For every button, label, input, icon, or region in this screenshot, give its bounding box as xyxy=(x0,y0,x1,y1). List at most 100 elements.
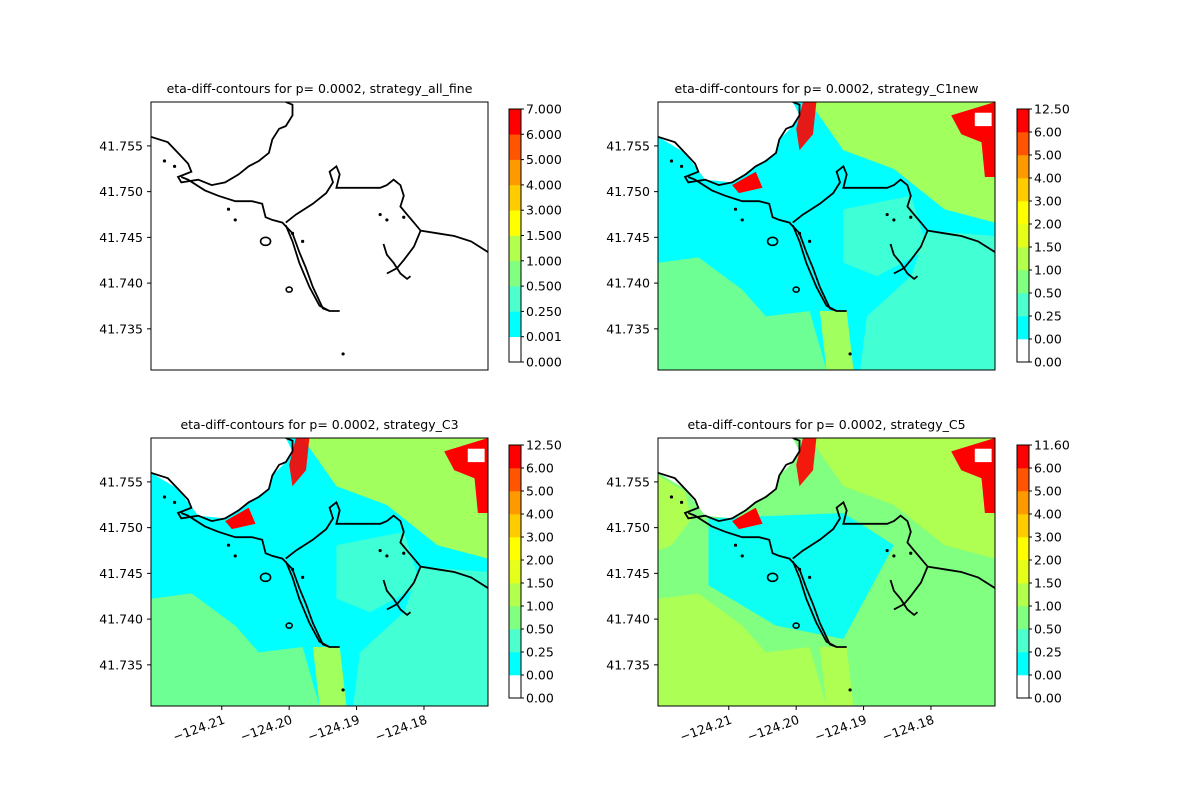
contour-fill-region xyxy=(860,230,995,370)
island-dot xyxy=(402,215,406,219)
island-ring xyxy=(792,286,800,293)
island-dot xyxy=(909,551,913,555)
contour-fill-region xyxy=(860,566,995,706)
island-ring xyxy=(259,236,272,247)
subplot-title: eta-diff-contours for p= 0.0002, strateg… xyxy=(675,81,979,96)
colorbar-tick-label: 4.000 xyxy=(526,177,562,192)
colorbar-tick-label: 12.50 xyxy=(526,438,562,453)
coastline xyxy=(180,176,340,312)
colorbar-tick-label: 0.00 xyxy=(1034,668,1062,683)
ytick-label: 41.755 xyxy=(99,138,143,153)
colorbar-tick-label: 1.000 xyxy=(526,253,562,268)
colorbar-segment xyxy=(1017,445,1029,469)
coastline xyxy=(927,229,995,253)
coastline xyxy=(889,579,919,617)
plot-area xyxy=(151,438,488,706)
ytick-label: 41.755 xyxy=(99,474,143,489)
island-dot xyxy=(848,688,852,692)
colorbar-tick-label: 0.50 xyxy=(526,622,554,637)
island-dot xyxy=(892,554,896,558)
colorbar-segment xyxy=(1017,491,1029,515)
colorbar-segment xyxy=(1017,132,1029,156)
coastline xyxy=(658,102,801,187)
colorbar-segment xyxy=(509,675,521,699)
colorbar-tick-label: 1.500 xyxy=(526,228,562,243)
subplot-title: eta-diff-contours for p= 0.0002, strateg… xyxy=(180,417,458,432)
island-dot xyxy=(301,239,305,243)
colorbar-tick-label: 0.00 xyxy=(1034,332,1062,347)
ytick-label: 41.745 xyxy=(99,230,143,245)
ytick-label: 41.735 xyxy=(99,321,143,336)
colorbar-segment xyxy=(1017,629,1029,653)
colorbar-segment xyxy=(1017,514,1029,538)
colorbar-segment xyxy=(1017,247,1029,271)
hotspot-region xyxy=(289,438,310,487)
contour-fill-region xyxy=(819,647,854,706)
coastline xyxy=(151,102,294,187)
ytick-label: 41.745 xyxy=(606,566,650,581)
colorbar-segment xyxy=(1017,652,1029,676)
ytick-label: 41.735 xyxy=(606,321,650,336)
colorbar-tick-label: 6.00 xyxy=(1034,461,1062,476)
island-dot xyxy=(808,575,812,579)
axes-frame xyxy=(657,437,996,707)
contour-fill-region xyxy=(843,195,928,277)
colorbar-tick-label: 5.00 xyxy=(526,484,554,499)
colorbar-segment xyxy=(1017,224,1029,248)
colorbar-tick-label: 0.00 xyxy=(526,691,554,706)
coastline xyxy=(285,500,422,611)
coastline xyxy=(791,224,838,312)
colorbar-segment xyxy=(1017,178,1029,202)
island-ring xyxy=(259,572,272,583)
colorbar-segment xyxy=(509,159,521,186)
colorbar-tick-label: 4.00 xyxy=(526,507,554,522)
colorbar-frame xyxy=(1016,108,1030,363)
colorbar-segment xyxy=(509,235,521,262)
colorbar-tick-label: 0.50 xyxy=(1034,286,1062,301)
plot-area xyxy=(658,438,995,706)
hotspot-region xyxy=(796,438,817,487)
colorbar-tick-label: 3.00 xyxy=(526,530,554,545)
island-dot xyxy=(808,239,812,243)
contour-fill-region xyxy=(658,475,692,551)
colorbar-segment xyxy=(509,491,521,515)
colorbar-frame xyxy=(1016,444,1030,699)
colorbar-tick-label: 0.00 xyxy=(1034,691,1062,706)
island-dot xyxy=(885,212,889,217)
colorbar-tick-label: 1.00 xyxy=(526,599,554,614)
ytick-label: 41.750 xyxy=(99,184,143,199)
colorbar-segment xyxy=(1017,339,1029,363)
coastline xyxy=(382,579,412,617)
subplot-title: eta-diff-contours for p= 0.0002, strateg… xyxy=(167,81,473,96)
colorbar-tick-label: 1.00 xyxy=(1034,263,1062,278)
axes-frame xyxy=(657,101,996,371)
colorbar-tick-label: 0.25 xyxy=(526,645,554,660)
colorbar-tick-label: 0.50 xyxy=(1034,622,1062,637)
colorbar-tick-label: 0.250 xyxy=(526,304,562,319)
colorbar-segment xyxy=(509,311,521,337)
subplot-4: eta-diff-contours for p= 0.0002, strateg… xyxy=(606,417,1070,744)
island-dot xyxy=(885,548,889,553)
island-ring xyxy=(766,572,779,583)
colorbar-segment xyxy=(1017,675,1029,699)
colorbar-segment xyxy=(509,210,521,236)
colorbar: 0.00 0.00 0.25 0.50 1.00 1.50 2.00 3.00 4.00 5.00… xyxy=(1016,438,1070,706)
island-dot xyxy=(740,218,744,222)
island-ring xyxy=(792,622,800,629)
colorbar-segment xyxy=(509,468,521,492)
colorbar-tick-label: 5.00 xyxy=(1034,484,1062,499)
coastline xyxy=(420,229,488,253)
coastline xyxy=(284,224,331,312)
island-dot xyxy=(892,218,896,222)
colorbar-segment xyxy=(509,606,521,630)
island-dot xyxy=(797,231,802,235)
colorbar-tick-label: 11.60 xyxy=(1034,438,1070,453)
coastline xyxy=(382,243,412,281)
colorbar-segment xyxy=(1017,316,1029,340)
island-dot xyxy=(301,575,305,579)
colorbar-tick-label: 1.00 xyxy=(1034,599,1062,614)
colorbar-segment xyxy=(509,583,521,607)
island-dot xyxy=(740,554,744,558)
colorbar-segment xyxy=(509,286,521,312)
